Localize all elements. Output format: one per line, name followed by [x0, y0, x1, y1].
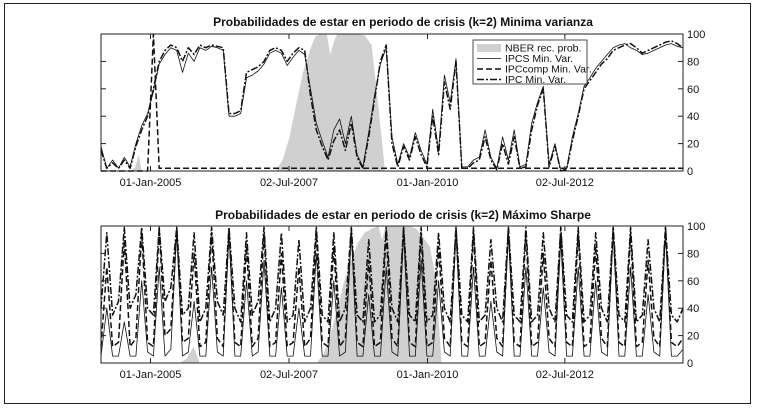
chart-1-y-tick-label: 60 [687, 84, 699, 96]
chart-1-legend: NBER rec. prob.IPCS Min. Var.IPCcomp Min… [472, 39, 592, 86]
chart-2-y-tick-label: 0 [687, 358, 693, 370]
chart-2-y-tick-label: 20 [687, 331, 699, 343]
chart-2-series-4-line [100, 226, 684, 323]
chart-1-y-tick-label: 80 [687, 56, 699, 68]
chart-1-x-tick-label: 02-Jul-2007 [260, 177, 318, 189]
chart-1-y-tick-label: 20 [687, 139, 699, 151]
chart-1-y-tick-label: 40 [687, 111, 699, 123]
figure-frame [4, 3, 751, 404]
chart-1-series-4-line [100, 40, 684, 172]
chart-2-axes-box [100, 225, 684, 364]
chart-1-series-2-line [100, 43, 684, 172]
chart-2-series-2-line [100, 232, 684, 357]
chart-1-plot-area: 0 20 40 60 80 100 01-Jan-2005 02-Jul-2007 01-Jan… [100, 29, 705, 189]
chart-1-y-tick-label: 100 [687, 29, 705, 41]
chart-2-series-3-line [100, 226, 684, 348]
chart-2-x-tick-label: 01-Jan-2010 [397, 369, 459, 381]
chart-2-y-tick-label: 80 [687, 248, 699, 260]
legend-swatch [477, 44, 501, 52]
legend-entry-label: IPCcomp Min. Var. [505, 64, 592, 76]
legend-entry-label: IPC Min. Var. [505, 74, 566, 86]
chart-2-x-tick-label: 01-Jan-2005 [120, 369, 182, 381]
chart-2-title: Probabilidades de estar en periodo de cr… [215, 208, 591, 222]
chart-2-x-tick-label: 02-Jul-2012 [536, 369, 594, 381]
chart-1-x-tick-label: 01-Jan-2010 [397, 177, 459, 189]
legend-entry-label: NBER rec. prob. [505, 43, 581, 55]
chart-1-x-tick-label: 02-Jul-2012 [536, 177, 594, 189]
chart-2-y-tick-label: 40 [687, 303, 699, 315]
chart-2-series-1-area [101, 226, 683, 363]
chart-2-y-tick-label: 60 [687, 276, 699, 288]
chart-1-y-tick-label: 0 [687, 166, 693, 178]
chart-1-x-tick-label: 01-Jan-2005 [120, 177, 182, 189]
chart-2-plot-area: 0 20 40 60 80 100 01-Jan-2005 02-Jul-2007 01-Jan… [100, 221, 705, 381]
chart-1-axes-box [100, 33, 684, 172]
chart-1-series-3-line [101, 33, 683, 172]
chart-1-title: Probabilidades de estar en periodo de cr… [213, 15, 593, 29]
legend-entry-label: IPCS Min. Var. [505, 53, 573, 65]
chart-2-y-tick-label: 100 [687, 221, 705, 233]
chart-2-x-tick-label: 02-Jul-2007 [260, 369, 318, 381]
